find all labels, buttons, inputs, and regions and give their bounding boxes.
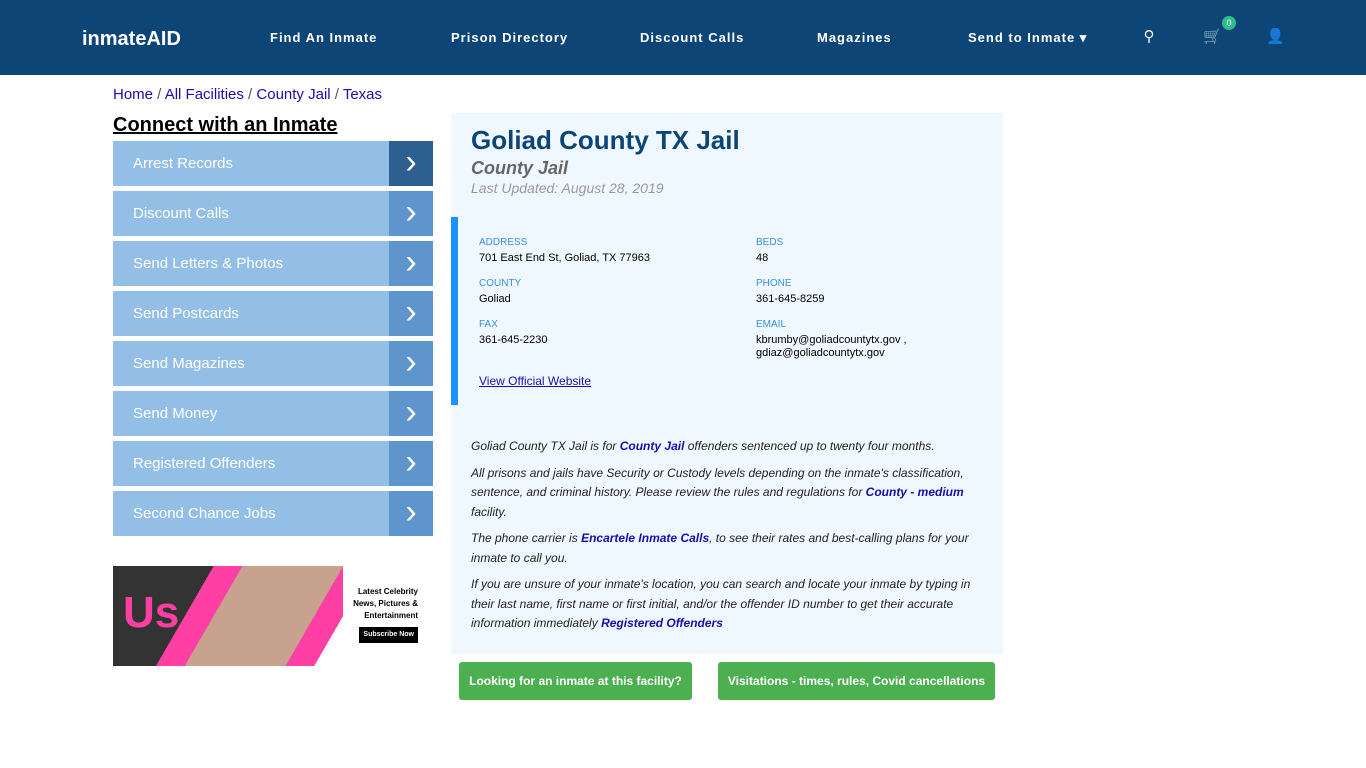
crumb-all-facilities[interactable]: All Facilities bbox=[164, 86, 244, 103]
page-title: Goliad County TX Jail bbox=[471, 125, 740, 155]
beds-field: BEDS 48 bbox=[756, 237, 784, 264]
sidebar-item-label: Registered Offenders bbox=[133, 455, 276, 472]
address-field: ADDRESS 701 East End St, Goliad, TX 77963 bbox=[479, 237, 651, 264]
top-nav: inmateAID Find An Inmate Prison Director… bbox=[0, 0, 1366, 75]
phone-field: PHONE 361-645-8259 bbox=[756, 278, 825, 305]
nav-find-inmate[interactable]: Find An Inmate bbox=[270, 30, 378, 45]
phone-carrier-link[interactable]: Encartele Inmate Calls bbox=[581, 531, 710, 545]
facility-info: ADDRESS 701 East End St, Goliad, TX 77963… bbox=[451, 217, 1003, 405]
security-level-link[interactable]: County - medium bbox=[865, 485, 964, 499]
ad-subscribe-button[interactable]: Subscribe Now bbox=[359, 627, 418, 643]
sidebar-item[interactable]: Send Postcards › bbox=[113, 291, 433, 336]
sidebar-title: Connect with an Inmate bbox=[113, 114, 338, 136]
sidebar-item[interactable]: Registered Offenders › bbox=[113, 441, 433, 486]
last-updated: Last Updated: August 28, 2019 bbox=[471, 180, 664, 196]
logo[interactable]: inmateAID bbox=[82, 28, 181, 50]
search-icon[interactable]: ⚲ bbox=[1143, 28, 1155, 45]
official-website-link[interactable]: View Official Website bbox=[479, 374, 592, 388]
sidebar-item[interactable]: Send Magazines › bbox=[113, 341, 433, 386]
sidebar-item[interactable]: Arrest Records › bbox=[113, 141, 433, 186]
sidebar-item-label: Second Chance Jobs bbox=[133, 505, 276, 522]
nav-magazines[interactable]: Magazines bbox=[817, 30, 892, 45]
registered-offenders-link[interactable]: Registered Offenders bbox=[601, 616, 723, 630]
sidebar-item-label: Discount Calls bbox=[133, 205, 229, 222]
chevron-right-icon: › bbox=[389, 341, 433, 386]
fax-field: FAX 361-645-2230 bbox=[479, 319, 548, 346]
facility-type: County Jail bbox=[471, 158, 569, 178]
sidebar-item-label: Send Money bbox=[133, 405, 218, 422]
sidebar-item-label: Send Postcards bbox=[133, 305, 239, 322]
chevron-right-icon: › bbox=[389, 141, 433, 186]
crumb-home[interactable]: Home bbox=[113, 86, 154, 103]
user-icon[interactable]: 👤 bbox=[1266, 28, 1282, 45]
ad-image: Us bbox=[113, 566, 343, 666]
ad-brand: Us bbox=[123, 588, 180, 637]
nav-send-to-inmate[interactable]: Send to Inmate ▾ bbox=[968, 30, 1088, 45]
sidebar-item[interactable]: Send Letters & Photos › bbox=[113, 241, 433, 286]
chevron-right-icon: › bbox=[389, 241, 433, 286]
sidebar-item[interactable]: Discount Calls › bbox=[113, 191, 433, 236]
sidebar-item[interactable]: Send Money › bbox=[113, 391, 433, 436]
chevron-right-icon: › bbox=[389, 191, 433, 236]
crumb-county-jail[interactable]: County Jail bbox=[256, 86, 331, 103]
nav-prison-directory[interactable]: Prison Directory bbox=[451, 30, 569, 45]
county-jail-link[interactable]: County Jail bbox=[619, 439, 685, 453]
sidebar-item-label: Arrest Records bbox=[133, 155, 234, 172]
crumb-texas[interactable]: Texas bbox=[342, 86, 383, 103]
cart-icon[interactable]: 🛒 bbox=[1203, 28, 1219, 45]
sidebar: Arrest Records › Discount Calls › Send Let… bbox=[113, 141, 433, 541]
description: Goliad County TX Jail is for County Jail… bbox=[471, 439, 971, 630]
email-field: EMAIL kbrumby@goliadcountytx.gov , gdiaz@g… bbox=[756, 319, 907, 359]
sidebar-item-label: Send Letters & Photos bbox=[133, 255, 284, 272]
sidebar-item-label: Send Magazines bbox=[133, 355, 245, 372]
nav-discount-calls[interactable]: Discount Calls bbox=[640, 30, 745, 45]
visitations-button[interactable]: Visitations - times, rules, Covid cancel… bbox=[718, 662, 995, 700]
find-inmate-button[interactable]: Looking for an inmate at this facility? bbox=[459, 662, 692, 700]
sidebar-item[interactable]: Second Chance Jobs › bbox=[113, 491, 433, 536]
county-field: COUNTY Goliad bbox=[479, 278, 522, 305]
ad-banner[interactable]: Us Latest Celebrity News, Pictures & Ent… bbox=[113, 566, 433, 666]
chevron-right-icon: › bbox=[389, 441, 433, 486]
ad-headline: Latest Celebrity News, Pictures & Entert… bbox=[353, 587, 418, 620]
breadcrumb: Home / All Facilities / County Jail / Te… bbox=[113, 86, 383, 103]
cart-badge: 0 bbox=[1222, 16, 1236, 30]
chevron-right-icon: › bbox=[389, 391, 433, 436]
facility-panel: Goliad County TX Jail County Jail Last U… bbox=[451, 113, 1003, 654]
chevron-right-icon: › bbox=[389, 291, 433, 336]
chevron-right-icon: › bbox=[389, 491, 433, 536]
